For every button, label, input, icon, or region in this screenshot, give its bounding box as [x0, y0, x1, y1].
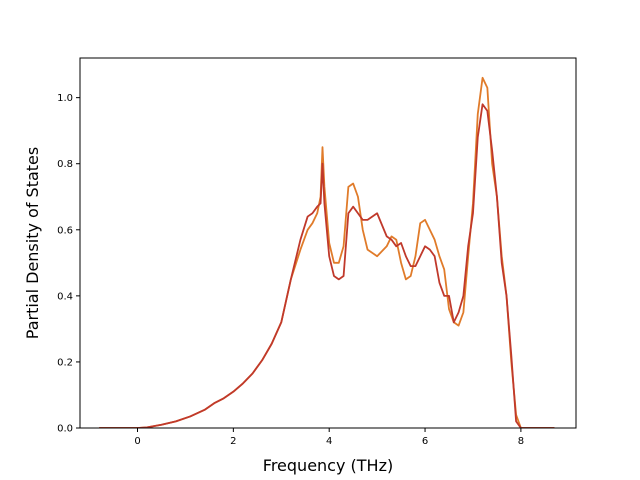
y-tick-label: 0.4 [57, 291, 73, 302]
plot-frame [79, 57, 577, 429]
plot-lines [99, 76, 555, 428]
x-tick-label: 8 [518, 436, 524, 447]
y-tick-label: 0.0 [57, 424, 73, 435]
x-tick-label: 2 [230, 436, 236, 447]
x-tick-label: 4 [326, 436, 332, 447]
x-tick-label: 0 [134, 436, 140, 447]
y-tick-label: 1.0 [57, 93, 73, 104]
y-axis-label: Partial Density of States [23, 147, 42, 339]
y-axis-ticks: 0.0 0.2 0.4 0.6 0.8 1.0 [57, 93, 80, 435]
x-axis-ticks: 0 2 4 6 8 [134, 428, 524, 447]
y-tick-label: 0.2 [57, 357, 73, 368]
series-line-2 [99, 103, 555, 428]
series-line-1 [99, 76, 555, 428]
x-tick-label: 6 [422, 436, 428, 447]
x-axis-label: Frequency (THz) [263, 456, 393, 475]
y-tick-label: 0.6 [57, 225, 73, 236]
y-tick-label: 0.8 [57, 159, 73, 170]
